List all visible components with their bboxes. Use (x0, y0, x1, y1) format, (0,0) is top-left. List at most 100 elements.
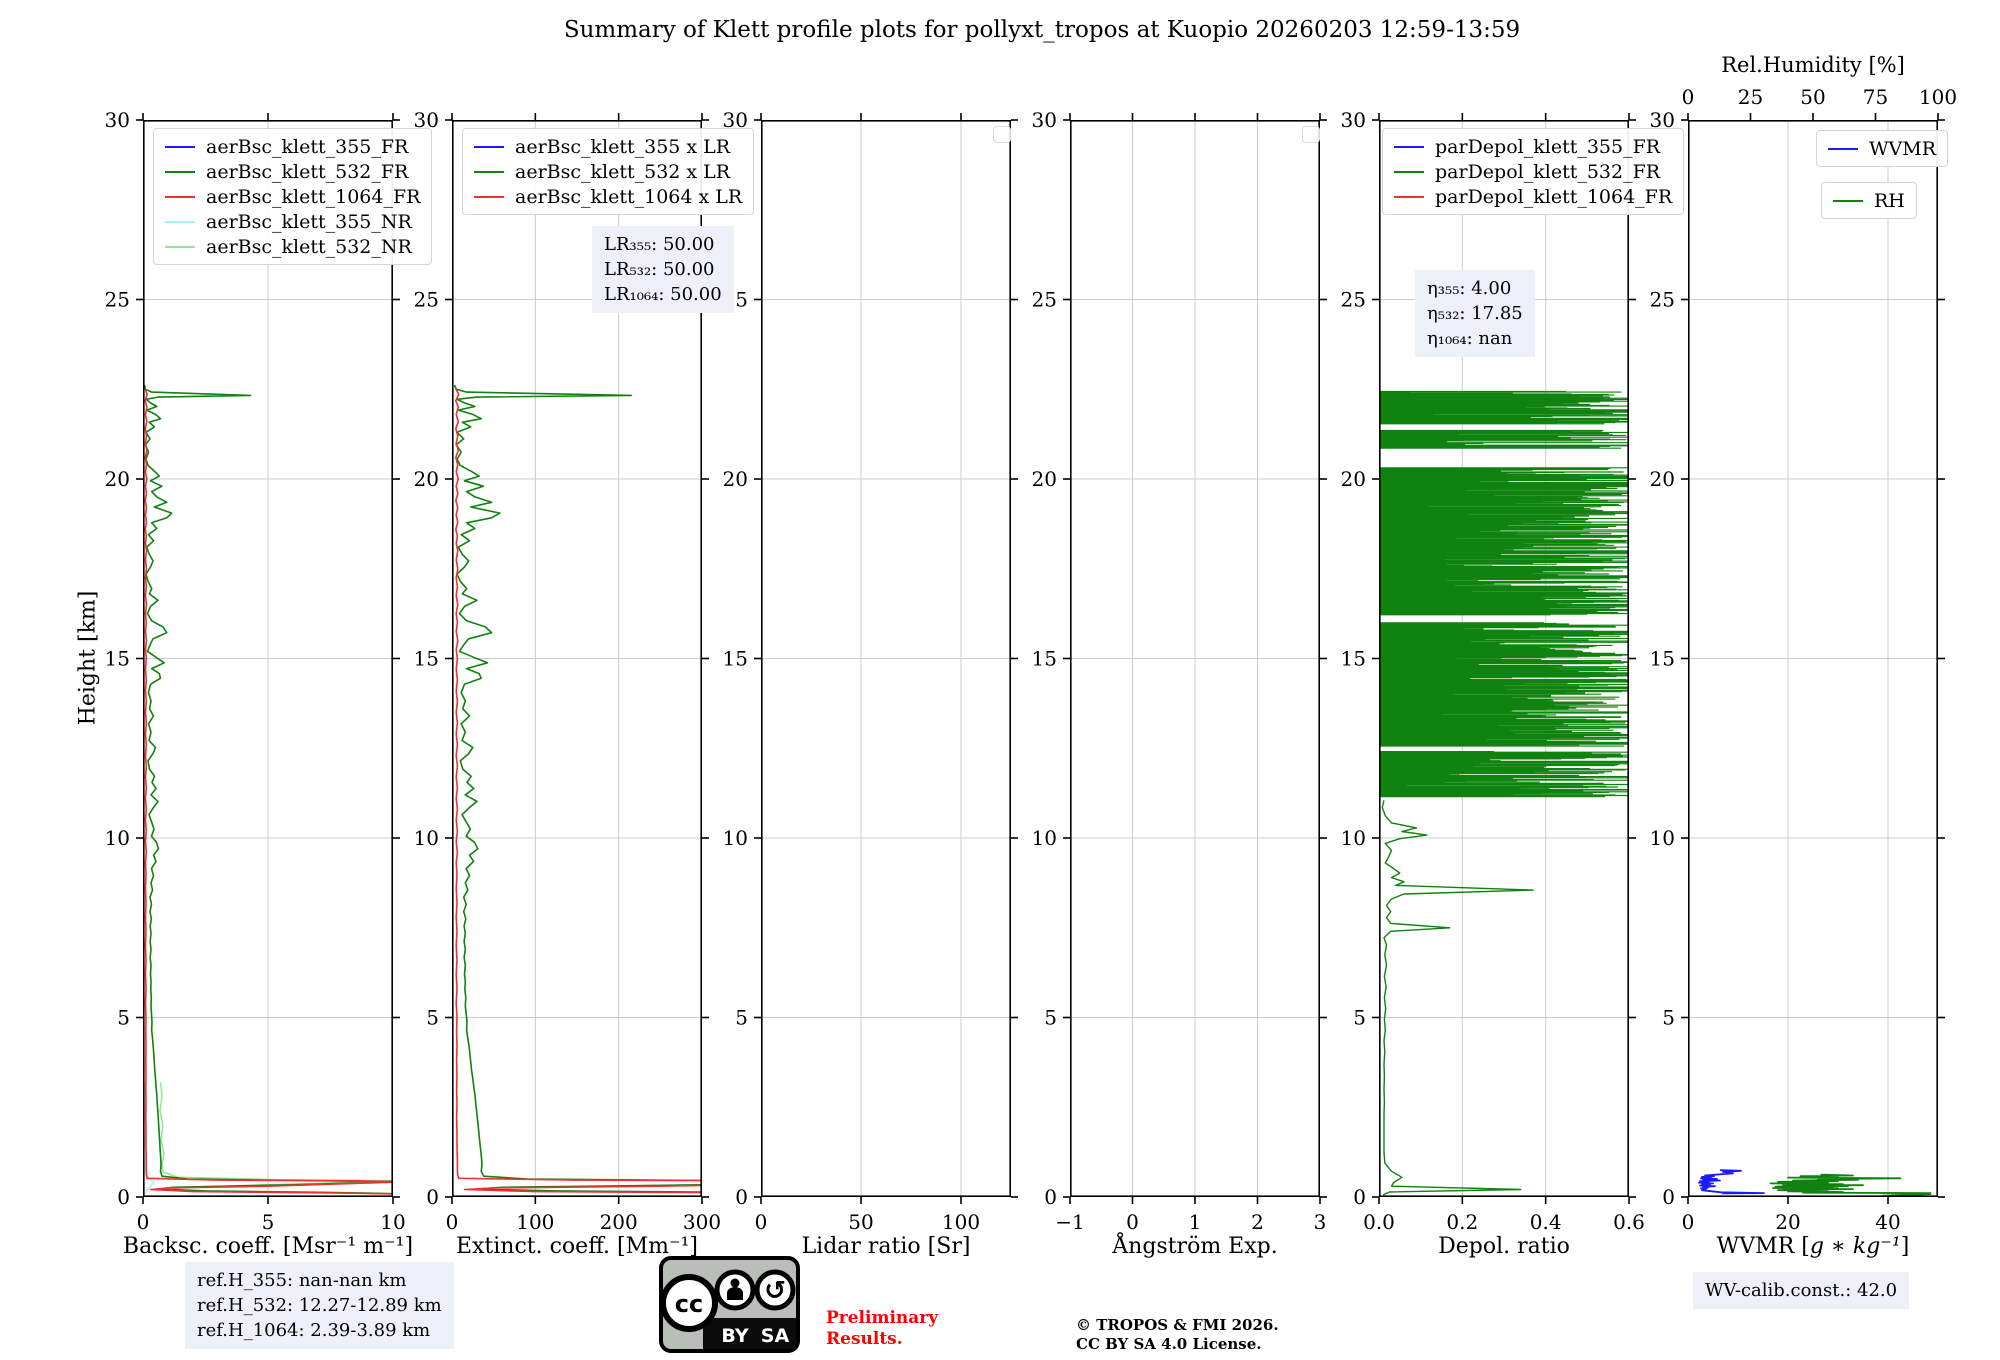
series-WVMR (1698, 1169, 1765, 1195)
legend-line-swatch (1828, 147, 1858, 150)
x-tick-label: 300 (683, 1210, 721, 1234)
y-tick-label: 30 (1032, 108, 1057, 132)
series-aerBsc_klett_355_NR (144, 1082, 156, 1194)
legend-entry: aerBsc_klett_1064 x LR (474, 184, 742, 209)
empty-legend-box (993, 126, 1011, 143)
y-tick-label: 0 (1662, 1185, 1675, 1209)
y-tick-label: 30 (1341, 108, 1366, 132)
copyright-line-1: © TROPOS & FMI 2026. (1076, 1316, 1279, 1334)
x-axis-label-backscatter: Backsc. coeff. [Msr⁻¹ m⁻¹] (122, 1234, 414, 1259)
series-RH (1769, 1173, 1932, 1197)
figure-title: Summary of Klett profile plots for polly… (563, 17, 1521, 43)
y-tick-label: 20 (723, 467, 748, 491)
preliminary-line-2: Results. (826, 1329, 903, 1349)
legend-label: aerBsc_klett_532_NR (206, 235, 412, 258)
cc-circle-text: cc (675, 1290, 703, 1318)
ref-h-355: ref.H_355: nan-nan km (197, 1270, 407, 1291)
data-layer (1379, 390, 1629, 1196)
series-parDepol_klett_532_FR (1381, 800, 1534, 1196)
legend-line-swatch (165, 220, 195, 223)
legend-label: aerBsc_klett_532_FR (206, 160, 409, 183)
cc-circle-icon (660, 1274, 718, 1332)
data-layer (1698, 1169, 1932, 1197)
axes-spines (452, 120, 702, 1198)
legend-entry: aerBsc_klett_355_FR (165, 134, 420, 159)
legend-entry: parDepol_klett_532_FR (1394, 159, 1672, 184)
x-tick-label: 10 (380, 1210, 405, 1234)
y-tick-label: 5 (735, 1006, 748, 1030)
y-tick-label: 15 (1341, 647, 1366, 671)
legend-line-swatch (1394, 195, 1424, 198)
top-tick-label: 50 (1800, 85, 1825, 109)
x-tick-label: 0 (1682, 1210, 1695, 1234)
x-tick-label: 3 (1314, 1210, 1327, 1234)
x-tick-label: 2 (1251, 1210, 1264, 1234)
y-tick-label: 5 (1662, 1006, 1675, 1030)
y-tick-label: 30 (1650, 108, 1675, 132)
legend-entry: parDepol_klett_1064_FR (1394, 184, 1672, 209)
legend-label: aerBsc_klett_355 x LR (515, 135, 731, 158)
plot-lidar-ratio: 0 5 10 15 20 25 30 0 50 100 (723, 108, 1018, 1234)
y-tick-label: 10 (1032, 826, 1057, 850)
legend-label: aerBsc_klett_355_NR (206, 210, 412, 233)
legend-line-swatch (165, 170, 195, 173)
y-tick-label: 10 (723, 826, 748, 850)
legend-entry: aerBsc_klett_355 x LR (474, 134, 742, 159)
x-tick-label: 0.4 (1530, 1210, 1562, 1234)
x-axis-label-wvmr: WVMR [g ∗ kg⁻¹] (1613, 1234, 2000, 1259)
x-tick-label: 0.6 (1613, 1210, 1645, 1234)
x-tick-label: 0 (1126, 1210, 1139, 1234)
legend-entry: aerBsc_klett_532 x LR (474, 159, 742, 184)
legend-line-swatch (474, 145, 504, 148)
plot-depol-ratio: 0 5 10 15 20 25 30 0.0 0.2 0.4 0.6 parDepol_klett_3… (1341, 108, 1685, 1234)
y-tick-label: 20 (1032, 467, 1057, 491)
x-tick-label: 0 (446, 1210, 459, 1234)
legend-wvmr-rh-1: RH (1821, 182, 1917, 219)
y-tick-label: 15 (105, 647, 130, 671)
legend-label: aerBsc_klett_1064_FR (206, 185, 421, 208)
top-tick-label: 100 (1919, 85, 1957, 109)
x-tick-label: 0 (755, 1210, 768, 1234)
legend-depol-ratio: parDepol_klett_355_FR parDepol_klett_532_… (1382, 128, 1685, 215)
top-tick-label: 25 (1738, 85, 1763, 109)
y-tick-label: 5 (1044, 1006, 1057, 1030)
y-tick-label: 0 (426, 1185, 439, 1209)
legend-label: RH (1874, 189, 1905, 212)
data-layer (143, 384, 393, 1195)
wvmr-label-suffix: ] (1900, 1234, 1910, 1259)
top-axis-label-rel-humidity: Rel.Humidity [%] (1721, 53, 1905, 77)
badge-sa-text: SA (761, 1325, 790, 1347)
y-tick-label: 15 (723, 647, 748, 671)
legend-label: parDepol_klett_1064_FR (1435, 185, 1673, 208)
cc-license-badge: cc ↺ BY SA (659, 1256, 800, 1357)
x-tick-label: 40 (1875, 1210, 1900, 1234)
legend-entry: aerBsc_klett_532_FR (165, 159, 420, 184)
x-tick-label: 100 (516, 1210, 554, 1234)
eta-355-value: η₃₅₅: 4.00 (1427, 278, 1512, 299)
legend-wvmr-rh: WVMR (1816, 130, 1949, 167)
y-tick-label: 0 (735, 1185, 748, 1209)
legend-label: WVMR (1869, 137, 1937, 160)
y-tick-label: 5 (426, 1006, 439, 1030)
x-tick-label: −1 (1055, 1210, 1084, 1234)
preliminary-results-stamp: Preliminary Results. (826, 1308, 938, 1350)
plot-canvas-wvmr-rh: 0 5 10 15 20 25 30 0 20 40 0 25 50 75 100 (1650, 85, 1958, 1234)
y-tick-label: 30 (105, 108, 130, 132)
series-aerBsc_klett_532_FR (143, 384, 393, 1195)
y-tick-label: 25 (1650, 288, 1675, 312)
y-tick-label: 25 (105, 288, 130, 312)
plot-wvmr-rh: 0 5 10 15 20 25 30 0 20 40 0 25 50 75 100 WVMR RH (1650, 85, 1958, 1234)
x-axis-label-depol-ratio: Depol. ratio (1438, 1234, 1570, 1259)
reference-height-annotation: ref.H_355: nan-nan km ref.H_532: 12.27-1… (185, 1262, 454, 1349)
lr-1064-value: LR₁₀₆₄: 50.00 (604, 284, 722, 305)
legend-entry: aerBsc_klett_532_NR (165, 234, 420, 259)
y-tick-label: 5 (117, 1006, 130, 1030)
empty-legend-box (1302, 126, 1320, 143)
axes-spines (1070, 120, 1320, 1198)
y-axis-label: Height [km] (75, 590, 101, 726)
lidar-ratio-annotation: LR₃₅₅: 50.00 LR₅₃₂: 50.00 LR₁₀₆₄: 50.00 (592, 226, 734, 313)
y-tick-label: 0 (1353, 1185, 1366, 1209)
y-tick-label: 10 (414, 826, 439, 850)
